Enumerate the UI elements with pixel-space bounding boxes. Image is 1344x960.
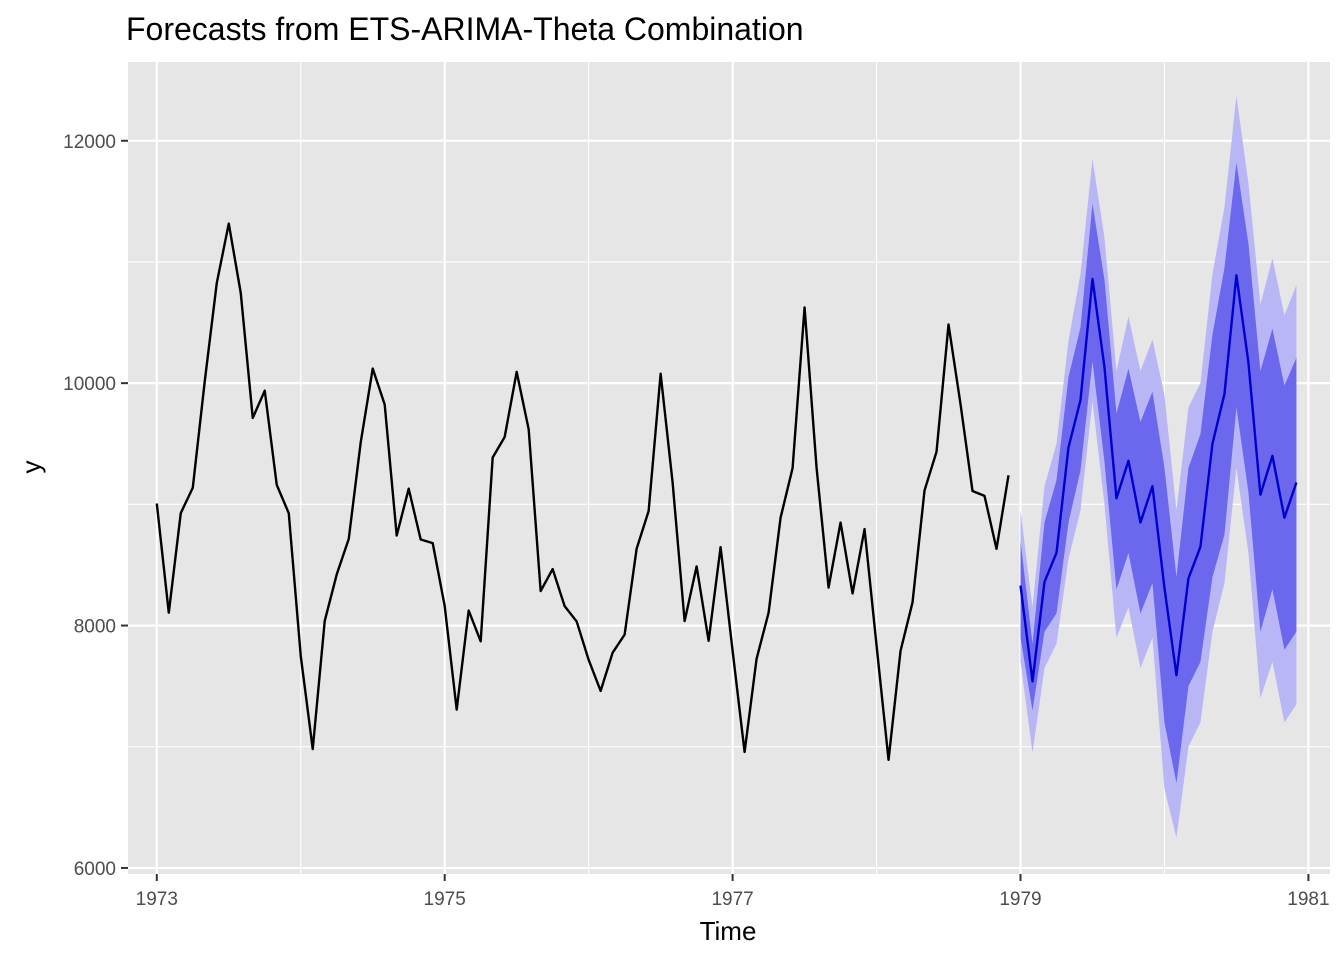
x-tick-label: 1981 — [1287, 889, 1329, 910]
x-tick-label: 1973 — [136, 889, 178, 910]
x-tick-label: 1979 — [999, 889, 1041, 910]
axis-ticks — [121, 139, 1310, 881]
chart-title: Forecasts from ETS-ARIMA-Theta Combinati… — [126, 11, 804, 47]
series-lines — [155, 222, 1298, 762]
x-tick-label: 1977 — [711, 889, 753, 910]
y-tick-label: 6000 — [74, 859, 116, 880]
x-axis-title: Time — [700, 916, 757, 946]
x-tick-label: 1975 — [424, 889, 466, 910]
y-axis-title: y — [16, 461, 46, 474]
history-line — [155, 222, 1010, 762]
y-tick-label: 8000 — [74, 617, 116, 638]
forecast-mean-line — [1019, 274, 1298, 683]
axis-tick-labels: 1973 1975 1977 1979 1981 6000 8000 10000 12000 — [63, 132, 1329, 910]
y-tick-label: 10000 — [63, 374, 116, 395]
y-tick-label: 12000 — [63, 132, 116, 153]
